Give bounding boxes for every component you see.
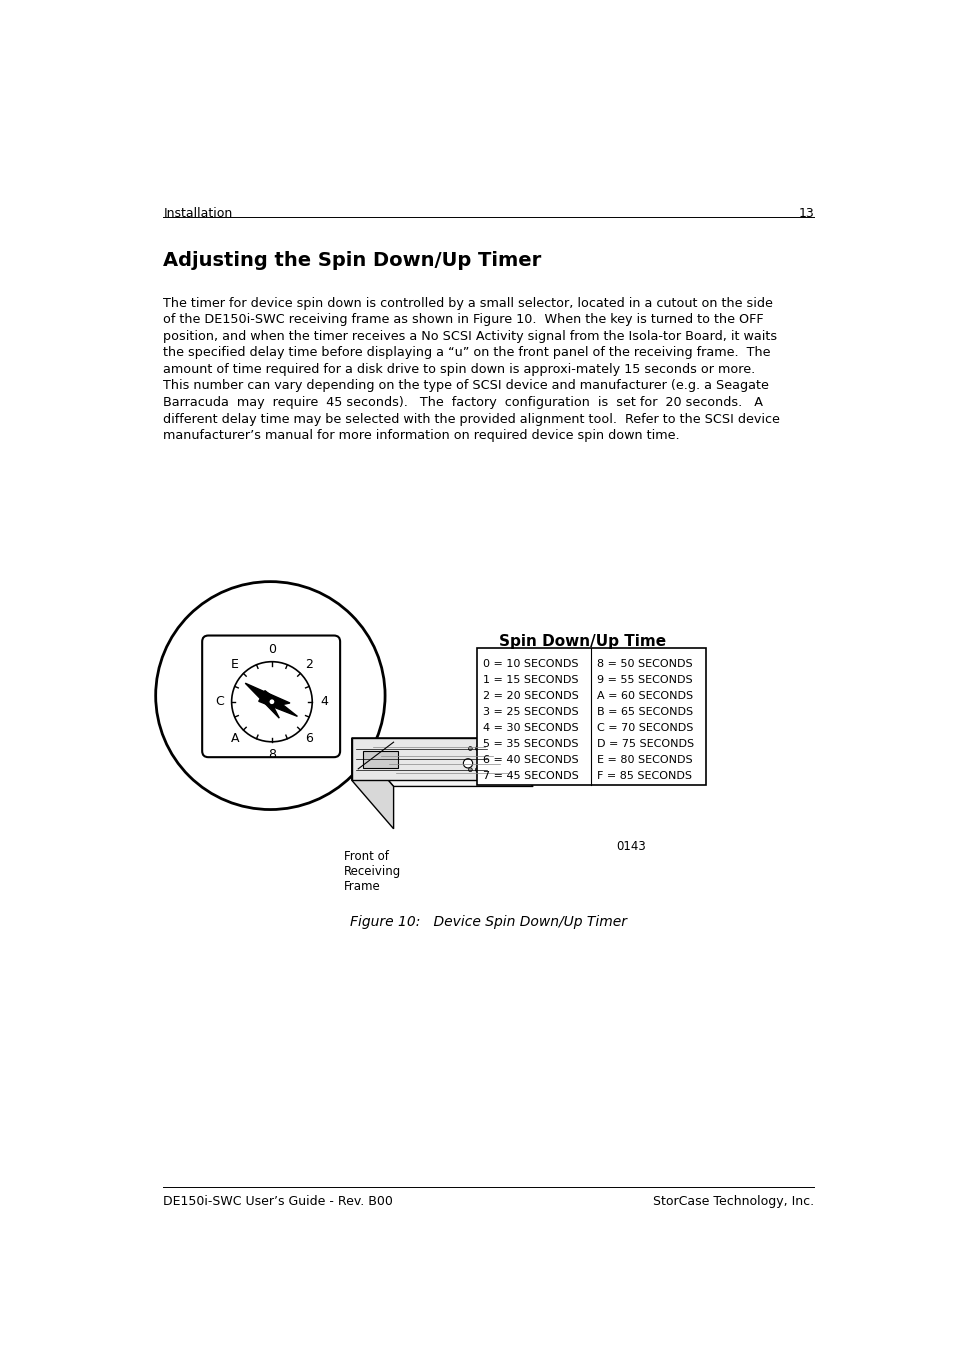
Text: Installation: Installation — [163, 207, 233, 219]
Text: C: C — [214, 695, 223, 708]
Text: 2: 2 — [305, 658, 313, 671]
Text: 5 = 35 SECONDS: 5 = 35 SECONDS — [483, 739, 578, 749]
FancyBboxPatch shape — [202, 635, 340, 757]
Text: E = 80 SECONDS: E = 80 SECONDS — [597, 756, 692, 765]
Text: 13: 13 — [798, 207, 814, 219]
Polygon shape — [352, 738, 533, 786]
Text: C = 70 SECONDS: C = 70 SECONDS — [597, 723, 693, 734]
Text: 4: 4 — [320, 695, 328, 708]
Circle shape — [468, 746, 472, 750]
Text: 8: 8 — [268, 747, 275, 761]
Text: 8 = 50 SECONDS: 8 = 50 SECONDS — [597, 658, 692, 668]
Text: D = 75 SECONDS: D = 75 SECONDS — [597, 739, 694, 749]
Text: 6 = 40 SECONDS: 6 = 40 SECONDS — [483, 756, 578, 765]
Circle shape — [468, 768, 472, 772]
Circle shape — [475, 746, 478, 750]
Polygon shape — [245, 683, 290, 719]
Text: the specified delay time before displaying a “u” on the front panel of the recei: the specified delay time before displayi… — [163, 346, 770, 360]
Text: 0 = 10 SECONDS: 0 = 10 SECONDS — [483, 658, 578, 668]
Text: manufacturer’s manual for more information on required device spin down time.: manufacturer’s manual for more informati… — [163, 428, 679, 442]
Text: 9 = 55 SECONDS: 9 = 55 SECONDS — [597, 675, 692, 684]
Text: A = 60 SECONDS: A = 60 SECONDS — [597, 691, 693, 701]
Text: E: E — [231, 658, 238, 671]
Text: Barracuda  may  require  45 seconds).   The  factory  configuration  is  set for: Barracuda may require 45 seconds). The f… — [163, 396, 762, 409]
Text: 1 = 15 SECONDS: 1 = 15 SECONDS — [483, 675, 578, 684]
Text: Spin Down/Up Time: Spin Down/Up Time — [498, 634, 665, 649]
Text: StorCase Technology, Inc.: StorCase Technology, Inc. — [653, 1195, 814, 1207]
Text: B = 65 SECONDS: B = 65 SECONDS — [597, 706, 693, 717]
Text: A: A — [231, 732, 238, 745]
Text: 7 = 45 SECONDS: 7 = 45 SECONDS — [483, 772, 578, 782]
Circle shape — [475, 768, 478, 772]
Text: 4 = 30 SECONDS: 4 = 30 SECONDS — [483, 723, 578, 734]
Polygon shape — [352, 738, 491, 780]
Circle shape — [463, 758, 472, 768]
Text: 3 = 25 SECONDS: 3 = 25 SECONDS — [483, 706, 578, 717]
Text: 2 = 20 SECONDS: 2 = 20 SECONDS — [483, 691, 578, 701]
Text: Adjusting the Spin Down/Up Timer: Adjusting the Spin Down/Up Timer — [163, 251, 541, 270]
Text: Figure 10:   Device Spin Down/Up Timer: Figure 10: Device Spin Down/Up Timer — [350, 914, 627, 930]
Text: different delay time may be selected with the provided alignment tool.  Refer to: different delay time may be selected wit… — [163, 412, 780, 426]
Circle shape — [232, 661, 312, 742]
Text: DE150i-SWC User’s Guide - Rev. B00: DE150i-SWC User’s Guide - Rev. B00 — [163, 1195, 393, 1207]
Circle shape — [269, 698, 274, 705]
Text: 0: 0 — [268, 643, 275, 656]
Polygon shape — [258, 690, 297, 716]
Text: Front of
Receiving
Frame: Front of Receiving Frame — [344, 850, 401, 893]
Text: F = 85 SECONDS: F = 85 SECONDS — [597, 772, 692, 782]
Bar — [476, 648, 705, 784]
Text: 0143: 0143 — [616, 841, 645, 853]
Text: of the DE150i-SWC receiving frame as shown in Figure 10.  When the key is turned: of the DE150i-SWC receiving frame as sho… — [163, 314, 763, 326]
Polygon shape — [363, 750, 397, 768]
Text: position, and when the timer receives a No SCSI Activity signal from the Isola-t: position, and when the timer receives a … — [163, 330, 777, 342]
Polygon shape — [352, 738, 394, 828]
Text: 6: 6 — [305, 732, 313, 745]
Text: This number can vary depending on the type of SCSI device and manufacturer (e.g.: This number can vary depending on the ty… — [163, 379, 768, 393]
Text: amount of time required for a disk drive to spin down is approxi-mately 15 secon: amount of time required for a disk drive… — [163, 363, 755, 376]
Text: The timer for device spin down is controlled by a small selector, located in a c: The timer for device spin down is contro… — [163, 297, 773, 309]
